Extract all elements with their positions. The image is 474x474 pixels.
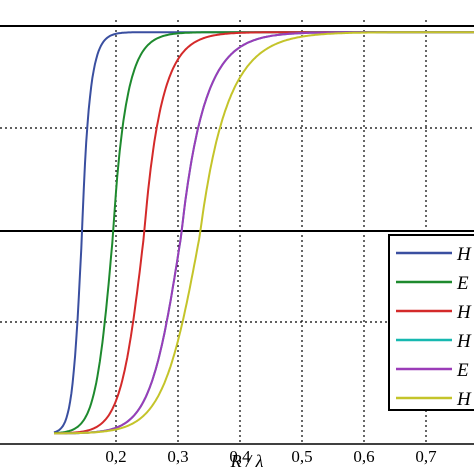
legend-label-6: H	[456, 389, 472, 410]
x-tick-label: 0,5	[291, 447, 312, 466]
legend-label-3: H	[456, 302, 472, 323]
legend-label-1: H	[456, 244, 472, 265]
x-tick-label: 0,2	[105, 447, 126, 466]
x-tick-label: 0,7	[415, 447, 437, 466]
x-axis-label: R / λ	[230, 451, 264, 471]
x-tick-label: 0,4	[229, 447, 251, 466]
series-line-6	[53, 31, 474, 435]
x-tick-labels: 0,20,30,40,50,60,70,8	[105, 447, 437, 466]
legend-box	[388, 234, 474, 411]
x-tick-label: 0,6	[353, 447, 374, 466]
legend-label-2: E	[456, 273, 469, 294]
legend-label-4: H	[456, 331, 472, 352]
series-curves	[53, 31, 474, 435]
horizontal-major-lines	[0, 25, 474, 232]
x-tick-label: 0,3	[167, 447, 188, 466]
legend-label-5: E	[456, 360, 469, 381]
